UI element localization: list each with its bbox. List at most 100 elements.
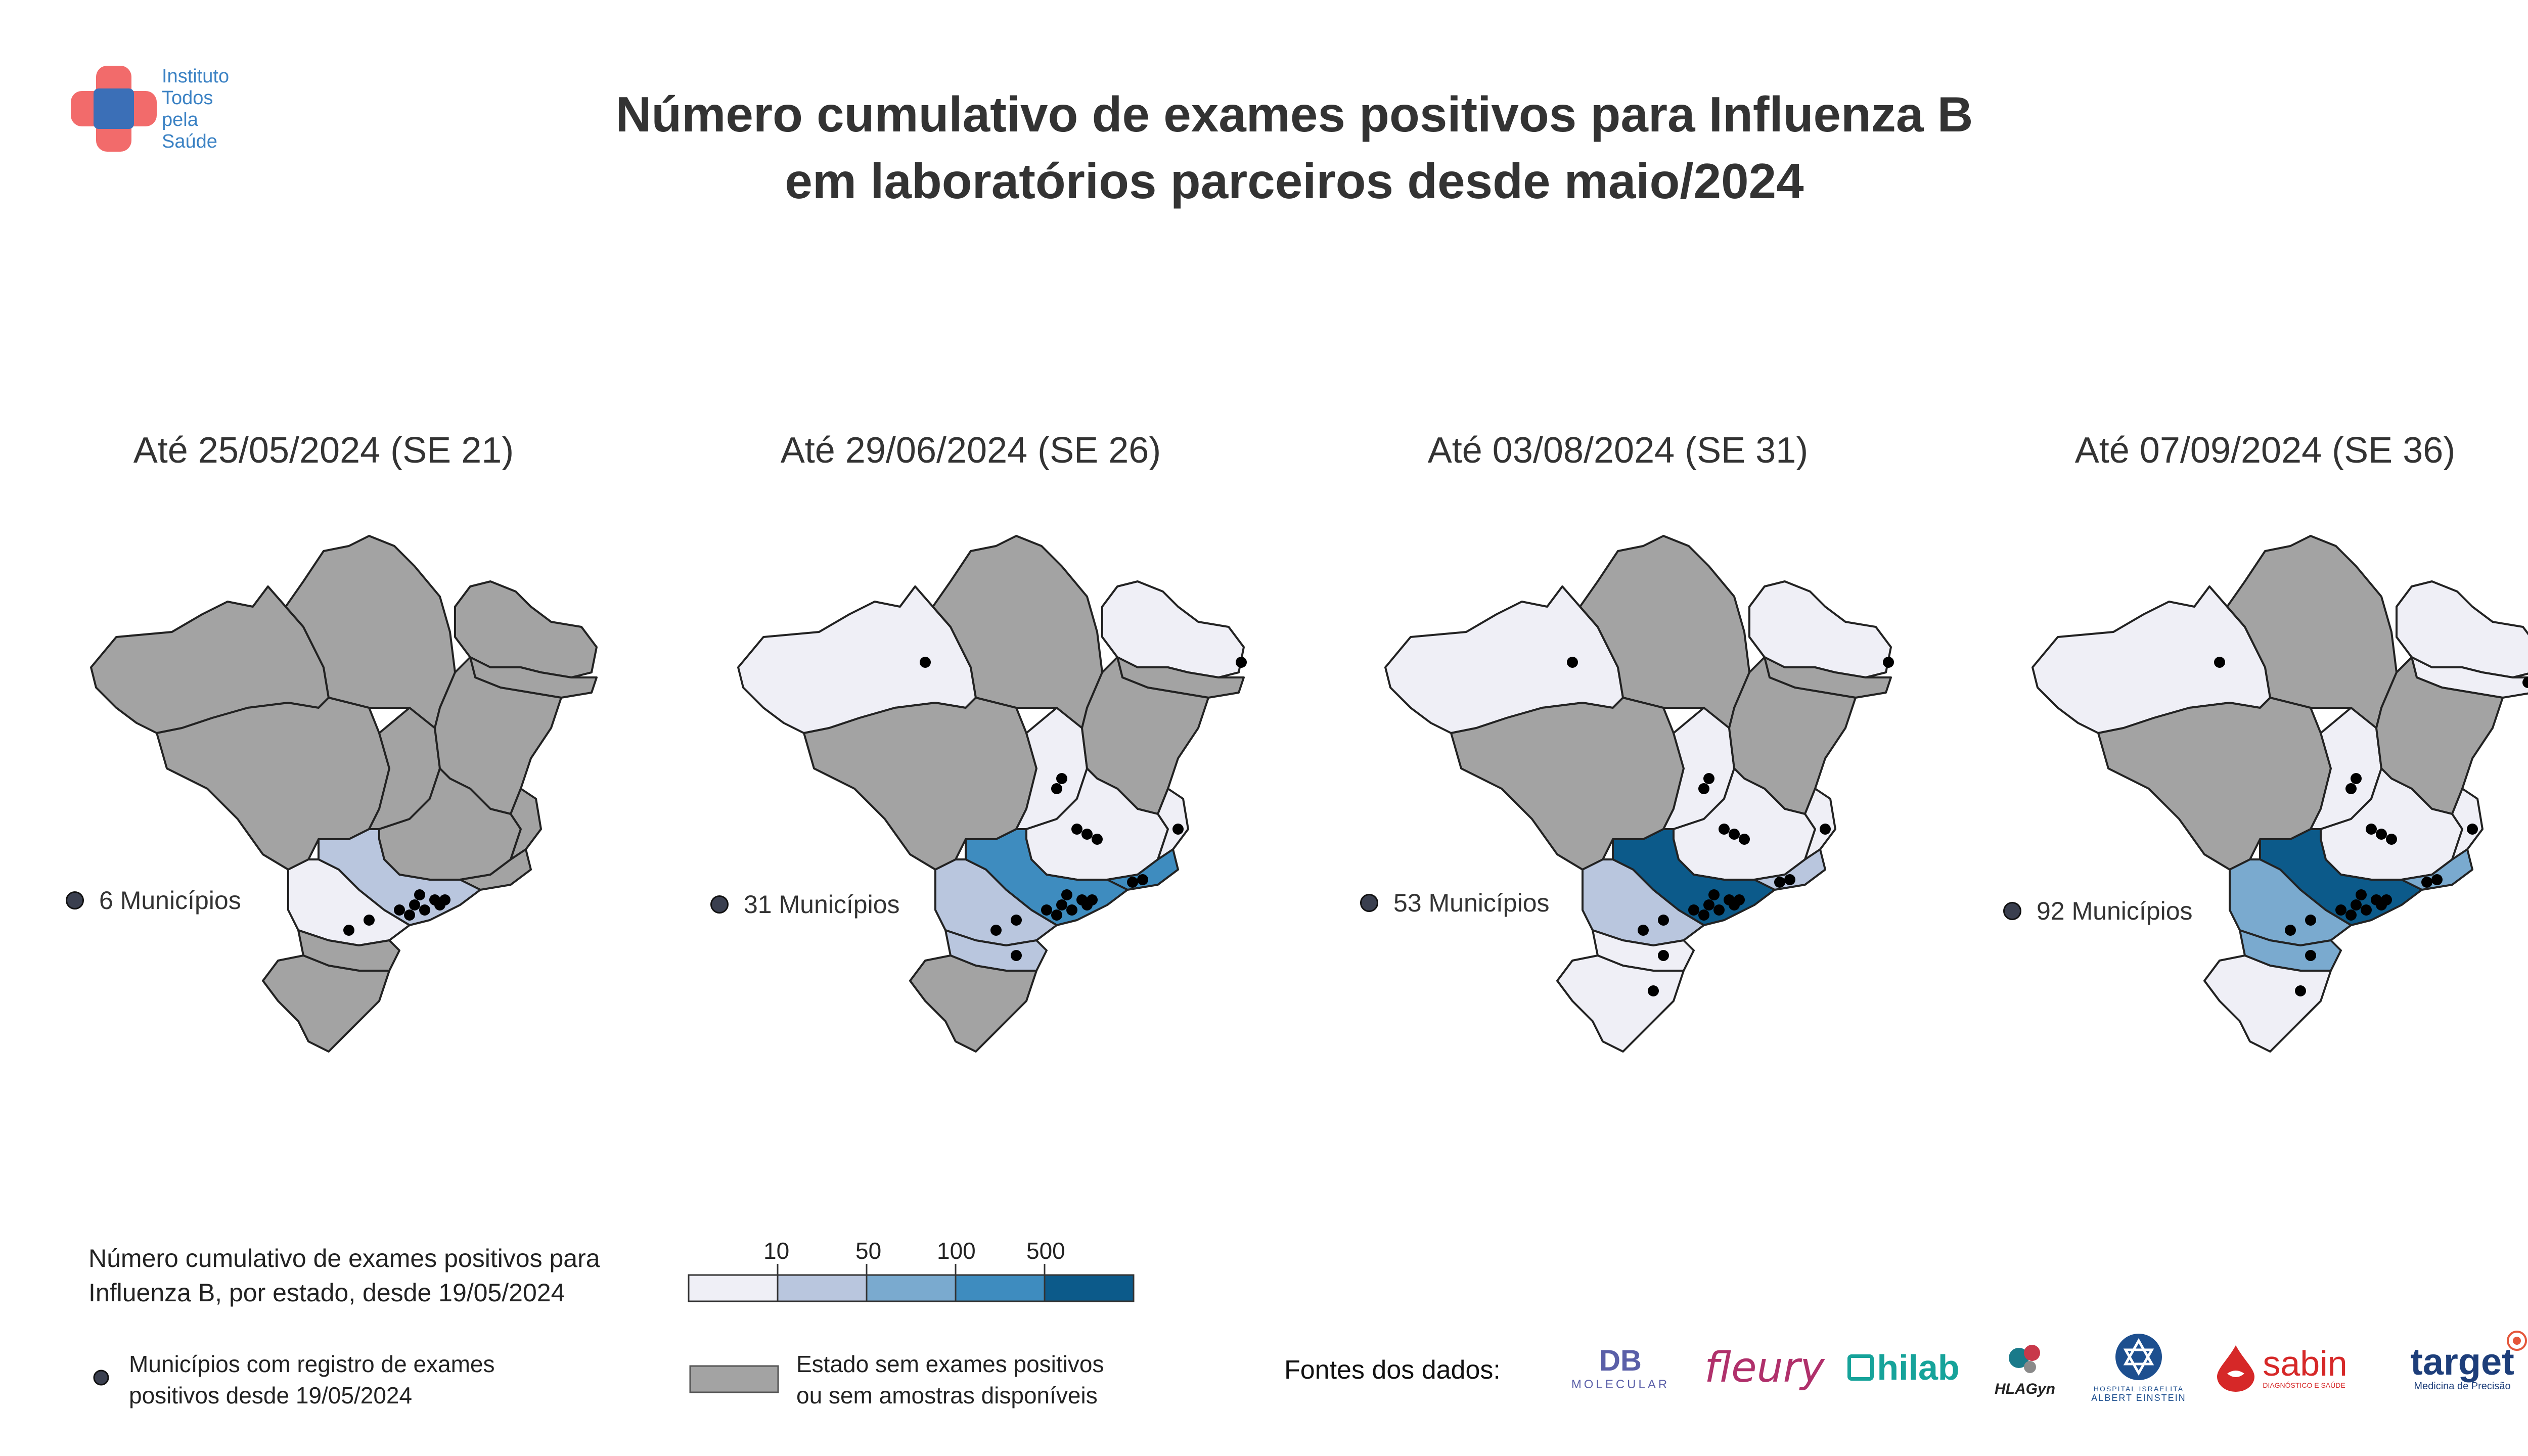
scale-bin (866, 1274, 957, 1302)
state-ba (434, 656, 562, 815)
municipality-dot (343, 925, 354, 936)
state-mg (1673, 767, 1816, 881)
municipality-dot (409, 899, 420, 911)
municipality-dot (439, 894, 450, 905)
municipality-dot (2305, 915, 2316, 926)
municipality-count-text: 92 Municípios (2037, 897, 2193, 925)
einstein-logo-sub: HOSPITAL ISRAELITA (2093, 1385, 2184, 1393)
municipality-dot (434, 899, 445, 911)
municipality-count-4: 92 Municípios (2003, 896, 2193, 926)
municipality-dot (1774, 877, 1785, 888)
municipality-dot (414, 889, 425, 900)
scale-bin (955, 1274, 1046, 1302)
hilab-icon (1847, 1354, 1874, 1381)
hlagyn-logo-text: HLAGyn (1995, 1380, 2055, 1397)
state-mg (2320, 767, 2463, 881)
municipality-dot (2214, 657, 2225, 668)
state-es (1804, 788, 1836, 860)
state-sc (297, 929, 400, 972)
municipality-dot (1011, 915, 1022, 926)
municipality-dot (419, 904, 430, 916)
municipality-dot (1719, 824, 1730, 835)
municipality-dot (1698, 783, 1709, 794)
state-es (1157, 788, 1189, 860)
sabin-logo-sub: DIAGNÓSTICO E SAÚDE (2263, 1381, 2345, 1389)
state-ba (1728, 656, 1857, 815)
municipality-dot (364, 915, 375, 926)
state-pe (1116, 656, 1245, 699)
municipality-dot (1051, 783, 1062, 794)
municipality-dot (1087, 894, 1098, 905)
state-north_east (1579, 535, 1750, 729)
fleury-logo: fleury (1704, 1330, 1825, 1405)
municipality-dot (1056, 773, 1067, 784)
municipality-count-text: 6 Municípios (99, 886, 241, 915)
target-logo-text: target (2410, 1340, 2514, 1383)
hlagyn-icon (2009, 1344, 2040, 1373)
legend-dot-icon (93, 1370, 109, 1386)
target-logo: target Medicina de Precisão (2371, 1330, 2528, 1405)
logo-line: pela (162, 109, 198, 130)
state-es (2451, 788, 2484, 860)
sabin-drop-icon (2217, 1345, 2255, 1392)
municipality-dot (1724, 894, 1735, 905)
state-north_east (2226, 535, 2398, 729)
municipality-dot (1820, 824, 1831, 835)
state-rs (2203, 954, 2332, 1053)
municipality-dot (2345, 783, 2357, 794)
dot-legend-text: Municípios com registro de exames positi… (129, 1348, 495, 1411)
state-amazonas (1384, 585, 1624, 734)
state-ne_tip (1101, 580, 1245, 678)
gray-legend-line: ou sem amostras disponíveis (796, 1382, 1098, 1408)
state-sc (2239, 929, 2342, 972)
municipality-dot (2345, 909, 2357, 921)
municipality-dot (1713, 904, 1725, 916)
municipality-count-1: 6 Municípios (66, 886, 241, 915)
state-pr (1582, 858, 1705, 946)
municipality-dot (2305, 950, 2316, 961)
gray-legend-swatch (689, 1365, 779, 1393)
municipality-dot (1708, 889, 1720, 900)
municipality-dot (1081, 829, 1093, 840)
state-df_go (1662, 707, 1735, 830)
scale-legend-line: Influenza B, por estado, desde 19/05/202… (88, 1279, 565, 1307)
state-pe (469, 656, 598, 699)
municipality-dot-icon (710, 895, 729, 914)
logo-line: Todos (162, 87, 213, 109)
municipality-dot (2522, 677, 2528, 688)
municipality-dot-icon (2003, 902, 2021, 920)
state-ne_tip (454, 580, 598, 678)
state-sp (318, 828, 481, 926)
state-df_go (368, 707, 441, 830)
scale-legend-title: Número cumulativo de exames positivos pa… (88, 1241, 600, 1310)
sources-label: Fontes dos dados: (1284, 1355, 1501, 1385)
state-pr (934, 858, 1058, 946)
municipality-dot (1784, 874, 1795, 885)
municipality-dot (1011, 950, 1022, 961)
municipality-dot (2356, 889, 2367, 900)
municipality-dot (2381, 894, 2392, 905)
municipality-dot (2285, 925, 2296, 936)
tick-50: 50 (855, 1238, 882, 1264)
municipality-dot (1703, 899, 1714, 911)
state-df_go (2310, 707, 2382, 830)
municipality-dot (404, 909, 415, 921)
brazil-map-2 (737, 535, 1247, 1053)
state-sc (944, 929, 1048, 972)
municipality-dot (429, 894, 440, 905)
institute-logo: Instituto Todos pela Saúde (71, 66, 253, 162)
scale-bin (777, 1274, 868, 1302)
state-pe (2411, 656, 2528, 699)
title-line-1: Número cumulativo de exames positivos pa… (615, 86, 1973, 142)
db-logo-sub: MOLECULAR (1571, 1377, 1670, 1391)
brazil-map-1 (90, 535, 598, 1053)
municipality-dot (1638, 925, 1649, 936)
municipality-dot (1076, 894, 1088, 905)
municipality-dot (1648, 985, 1659, 996)
municipality-dot (1081, 899, 1093, 911)
state-pe (1764, 656, 1892, 699)
scale-bin (688, 1274, 779, 1302)
fleury-logo-text: fleury (1704, 1343, 1825, 1392)
einstein-logo: HOSPITAL ISRAELITA ALBERT EINSTEIN (2081, 1330, 2197, 1405)
municipality-dot (2376, 899, 2387, 911)
